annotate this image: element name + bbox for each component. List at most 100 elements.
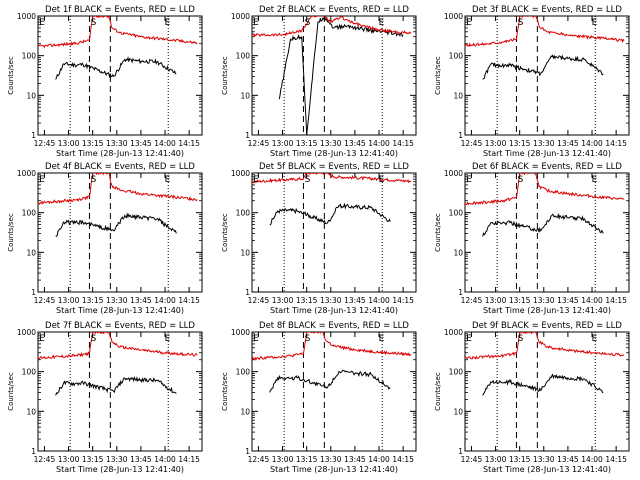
x-axis-label: Start Time (28-Jun-13 12:41:40): [270, 149, 398, 158]
series-lld-line: [252, 173, 412, 184]
marker-e: E: [165, 18, 171, 28]
marker-e: E: [253, 18, 259, 28]
x-tick-label: 12:45: [461, 296, 483, 305]
x-tick-label: 14:00: [154, 139, 176, 148]
plot-frame: [37, 331, 203, 452]
plot-frame: [37, 172, 203, 293]
panel-det-2: Det 2f BLACK = Events, RED = LLD Counts/s…: [221, 5, 417, 158]
plot-area: [252, 332, 412, 451]
marker-e: E: [592, 175, 598, 185]
x-tick-label: 13:30: [533, 139, 555, 148]
x-tick-label: 13:30: [106, 139, 128, 148]
y-axis-label: Counts/sec: [221, 372, 229, 411]
series-events-line: [55, 56, 177, 80]
y-tick-label: 1: [458, 288, 463, 297]
y-tick-label: 10: [240, 248, 250, 257]
plot-frame: [37, 15, 203, 136]
x-tick-label: 13:45: [557, 296, 579, 305]
y-axis-label: Counts/sec: [434, 213, 442, 252]
y-axis-label: Counts/sec: [7, 213, 15, 252]
x-axis-label: Start Time (28-Jun-13 12:41:40): [270, 306, 398, 315]
y-axis-label: Counts/sec: [221, 56, 229, 95]
panel-det-7: Det 7f BLACK = Events, RED = LLD Counts/s…: [7, 321, 203, 474]
x-tick-label: 13:15: [509, 139, 531, 148]
x-tick-label: 13:00: [272, 455, 294, 464]
series-events-line: [482, 212, 604, 237]
panel-det-5: Det 5f BLACK = Events, RED = LLD Counts/s…: [221, 162, 417, 315]
plot-area: [465, 173, 625, 292]
y-axis-label: Counts/sec: [7, 56, 15, 95]
x-tick-label: 13:45: [130, 455, 152, 464]
series-events-line: [269, 369, 391, 393]
x-tick-label: 14:00: [368, 296, 390, 305]
marker-s: S: [91, 18, 97, 28]
plot-area: [38, 16, 198, 135]
x-tick-label: 14:15: [605, 139, 627, 148]
marker-s: S: [305, 334, 311, 344]
x-tick-label: 13:45: [344, 296, 366, 305]
panel-title: Det 2f BLACK = Events, RED = LLD: [259, 5, 409, 15]
x-tick-label: 12:45: [461, 455, 483, 464]
x-tick-label: 13:45: [130, 139, 152, 148]
x-tick-label: 13:15: [296, 296, 318, 305]
x-tick-label: 12:45: [248, 296, 270, 305]
x-tick-label: 13:30: [106, 455, 128, 464]
x-tick-label: 14:15: [605, 455, 627, 464]
x-tick-label: 14:15: [605, 296, 627, 305]
series-events-line: [269, 202, 391, 226]
x-tick-label: 13:15: [82, 455, 104, 464]
x-tick-label: 13:00: [58, 139, 80, 148]
series-lld-line: [252, 16, 412, 38]
marker-s: S: [305, 18, 311, 28]
series-lld-line: [465, 173, 625, 206]
x-tick-label: 14:00: [581, 139, 603, 148]
x-tick-label: 13:15: [296, 139, 318, 148]
x-tick-label: 14:15: [392, 296, 414, 305]
plot-frame: [464, 172, 630, 293]
marker-e: E: [592, 18, 598, 28]
y-tick-label: 10: [26, 248, 36, 257]
series-events-line: [482, 373, 604, 396]
y-tick-label: 1: [31, 131, 36, 140]
x-tick-label: 13:00: [485, 296, 507, 305]
x-tick-label: 14:15: [392, 455, 414, 464]
plot-area: [38, 332, 198, 451]
x-tick-label: 12:45: [461, 139, 483, 148]
y-tick-label: 1000: [17, 328, 36, 337]
series-events-line: [55, 376, 177, 396]
marker-e: E: [592, 334, 598, 344]
marker-e: E: [379, 175, 385, 185]
x-axis-label: Start Time (28-Jun-13 12:41:40): [56, 465, 184, 474]
x-tick-label: 13:00: [485, 139, 507, 148]
x-tick-label: 13:00: [272, 296, 294, 305]
series-events-line: [278, 16, 404, 135]
series-lld-line: [465, 16, 625, 48]
x-tick-label: 14:15: [178, 455, 200, 464]
y-tick-label: 1000: [17, 169, 36, 178]
marker-e: E: [379, 18, 385, 28]
x-tick-label: 12:45: [34, 455, 56, 464]
y-axis-label: Counts/sec: [434, 372, 442, 411]
marker-s: S: [91, 175, 97, 185]
x-tick-label: 13:15: [296, 455, 318, 464]
series-events-line: [55, 212, 177, 237]
x-tick-label: 13:30: [106, 296, 128, 305]
x-tick-label: 14:00: [368, 139, 390, 148]
marker-e: E: [165, 175, 171, 185]
panel-det-9: Det 9f BLACK = Events, RED = LLD Counts/s…: [434, 321, 630, 474]
panel-title: Det 6f BLACK = Events, RED = LLD: [472, 162, 622, 172]
y-tick-label: 1: [245, 288, 250, 297]
x-tick-label: 14:15: [392, 139, 414, 148]
y-tick-label: 1000: [231, 12, 250, 21]
x-tick-label: 13:45: [344, 455, 366, 464]
y-tick-label: 10: [453, 91, 463, 100]
panel-det-1: Det 1f BLACK = Events, RED = LLD Counts/s…: [7, 5, 203, 158]
x-tick-label: 13:15: [509, 455, 531, 464]
panel-title: Det 5f BLACK = Events, RED = LLD: [259, 162, 409, 172]
plot-area: [465, 332, 625, 451]
series-lld-line: [465, 332, 625, 360]
marker-e: E: [39, 18, 45, 28]
panel-det-4: Det 4f BLACK = Events, RED = LLD Counts/s…: [7, 162, 203, 315]
y-tick-label: 100: [449, 209, 464, 218]
